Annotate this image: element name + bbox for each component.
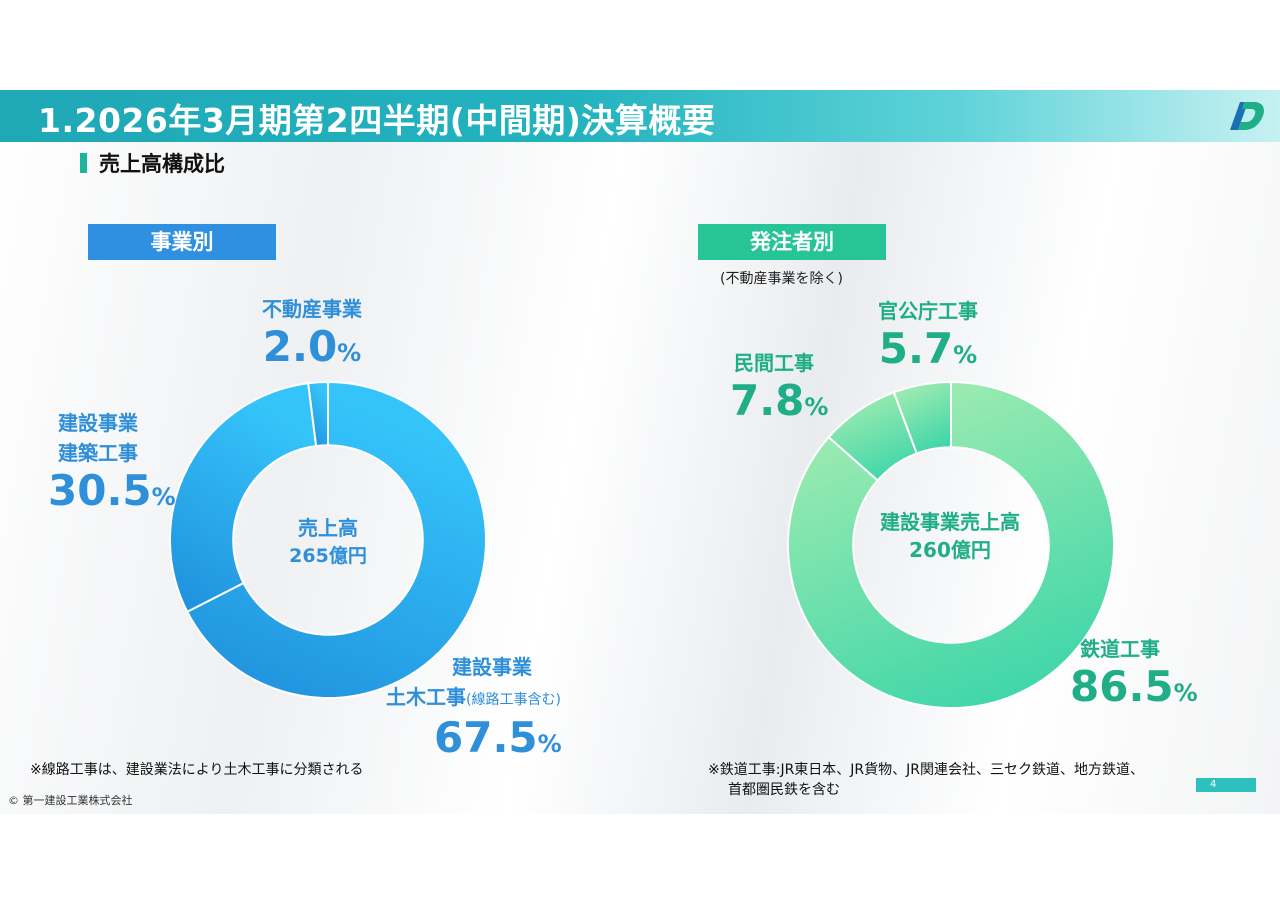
label-railway-pct: 86.5 (1070, 662, 1174, 711)
label-public: 官公庁工事 5.7% (866, 296, 990, 378)
segment-slice-1 (169, 382, 318, 614)
center-value: 260億円 (909, 538, 991, 562)
label-architecture-pct: 30.5 (48, 466, 152, 515)
label-civil-pct: 67.5 (434, 713, 538, 762)
label-architecture-line2: 建築工事 (58, 441, 138, 465)
footnote-right-line1: ※鉄道工事:JR東日本、JR貨物、JR関連会社、三セク鉄道、地方鉄道、 (708, 762, 1145, 778)
donut-chart-segment (169, 380, 487, 699)
chart-title-segment: 事業別 (88, 224, 276, 260)
label-real-estate: 不動産事業 2.0% (252, 294, 372, 376)
label-real-estate-name: 不動産事業 (262, 297, 362, 321)
segment-slice-0 (185, 380, 487, 699)
segment-slice-2 (307, 380, 329, 448)
section-marker (80, 153, 87, 173)
chart-subtitle-client: (不動産事業を除く) (720, 271, 843, 287)
page-number: 4 (1196, 778, 1256, 792)
label-civil-note: (線路工事含む) (466, 692, 561, 708)
footnote-right-line2: 首都圏民鉄を含む (728, 782, 840, 798)
page-title: 1.2026年3月期第2四半期(中間期)決算概要 (38, 101, 716, 140)
header-bar: 1.2026年3月期第2四半期(中間期)決算概要 (0, 90, 1280, 142)
label-civil-line2: 土木工事 (386, 685, 466, 709)
copyright: © 第一建設工業株式会社 (8, 794, 133, 807)
label-private: 民間工事 7.8% (730, 348, 828, 430)
center-value: 265億円 (289, 545, 367, 567)
pct-unit: % (337, 339, 362, 367)
donut-center-client: 建設事業売上高 260億円 (850, 508, 1050, 564)
label-civil-line1: 建設事業 (452, 655, 532, 679)
pct-unit: % (804, 393, 829, 421)
donut-chart-client (787, 380, 1115, 709)
pct-unit: % (953, 341, 978, 369)
footnote-left: ※線路工事は、建設業法により土木工事に分類される (30, 762, 364, 778)
center-label: 建設事業売上高 (880, 510, 1020, 534)
label-public-pct: 5.7 (878, 324, 954, 373)
label-architecture-line1: 建設事業 (58, 411, 138, 435)
label-private-name: 民間工事 (734, 351, 814, 375)
pct-unit: % (1173, 679, 1198, 707)
label-railway: 鉄道工事 86.5% (1070, 634, 1198, 716)
label-architecture: 建設事業 建築工事 30.5% (48, 408, 176, 520)
label-private-pct: 7.8 (730, 376, 805, 425)
label-railway-name: 鉄道工事 (1080, 637, 1160, 661)
client-slice-2 (892, 380, 952, 455)
donut-center-segment: 売上高 265億円 (258, 514, 398, 570)
chart-title-client: 発注者別 (698, 224, 886, 260)
pct-unit: % (537, 730, 562, 758)
client-slice-0 (787, 380, 1115, 709)
label-civil: 建設事業 土木工事(線路工事含む) 67.5% (386, 652, 562, 767)
center-label: 売上高 (298, 516, 358, 540)
label-public-name: 官公庁工事 (878, 299, 978, 323)
label-real-estate-pct: 2.0 (262, 322, 338, 371)
company-logo-icon (1230, 102, 1264, 130)
pct-unit: % (151, 483, 176, 511)
section-title: 売上高構成比 (99, 152, 225, 176)
slide: 1.2026年3月期第2四半期(中間期)決算概要 売上高構成比 事業別 発注者別… (0, 90, 1280, 814)
